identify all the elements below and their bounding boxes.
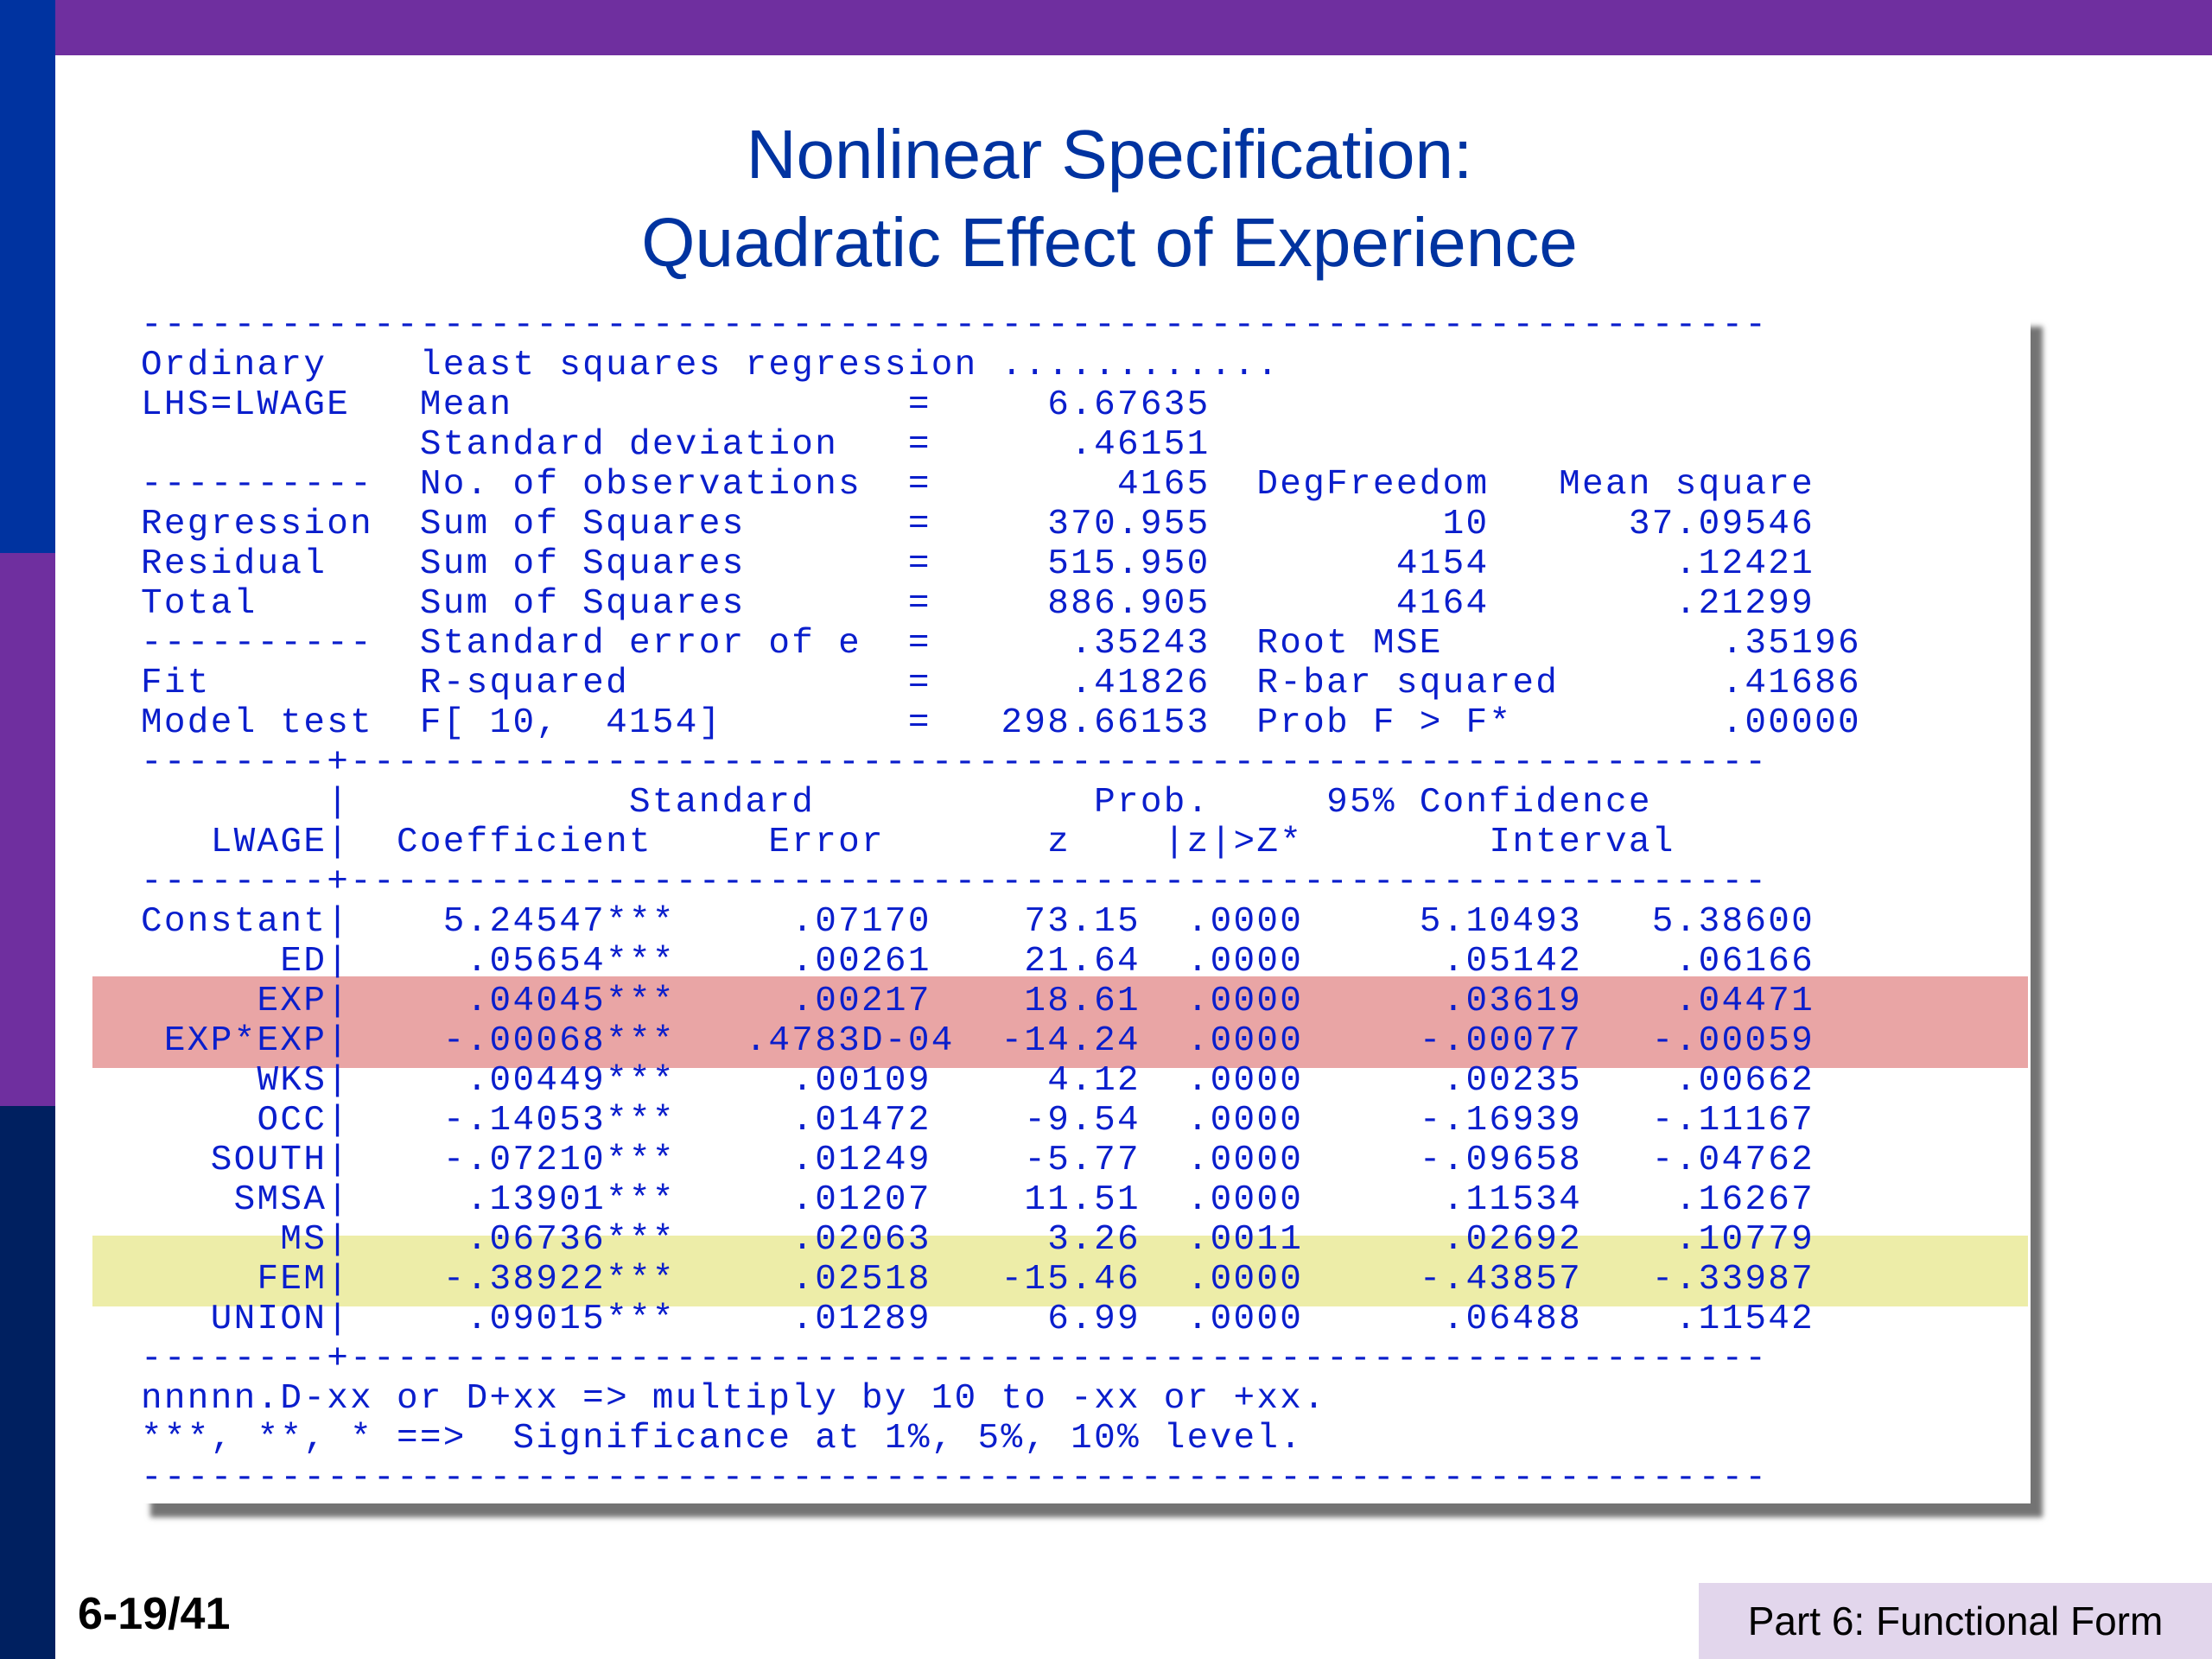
- output-line: Ordinary least squares regression ......…: [141, 346, 1281, 385]
- output-line: Fit R-squared = .41826 R-bar squared .41…: [141, 664, 1861, 703]
- output-line: Residual Sum of Squares = 515.950 4154 .…: [141, 544, 1815, 584]
- output-line: EXP*EXP| -.00068*** .4783D-04 -14.24 .00…: [141, 1021, 1815, 1061]
- output-line: | Standard Prob. 95% Confidence: [141, 783, 1652, 823]
- output-line: FEM| -.38922*** .02518 -15.46 .0000 -.43…: [141, 1260, 1815, 1300]
- output-line: MS| .06736*** .02063 3.26 .0011 .02692 .…: [141, 1220, 1815, 1260]
- output-line: ----------------------------------------…: [141, 1459, 1769, 1498]
- slide-title: Nonlinear Specification: Quadratic Effec…: [55, 111, 2164, 287]
- output-line: nnnnn.D-xx or D+xx => multiply by 10 to …: [141, 1379, 1327, 1419]
- output-line: ED| .05654*** .00261 21.64 .0000 .05142 …: [141, 942, 1815, 982]
- left-bar-blue-segment: [0, 0, 55, 553]
- output-line: SMSA| .13901*** .01207 11.51 .0000 .1153…: [141, 1180, 1815, 1220]
- output-line: Model test F[ 10, 4154] = 298.66153 Prob…: [141, 703, 1861, 743]
- output-line: --------+-------------------------------…: [141, 1339, 1769, 1379]
- output-line: EXP| .04045*** .00217 18.61 .0000 .03619…: [141, 982, 1815, 1021]
- regression-output-text: ----------------------------------------…: [141, 306, 1861, 1498]
- output-line: Regression Sum of Squares = 370.955 10 3…: [141, 505, 1815, 544]
- output-line: WKS| .00449*** .00109 4.12 .0000 .00235 …: [141, 1061, 1815, 1101]
- output-line: SOUTH| -.07210*** .01249 -5.77 .0000 -.0…: [141, 1141, 1815, 1180]
- output-line: --------+-------------------------------…: [141, 743, 1769, 783]
- slide-title-line-1: Nonlinear Specification:: [746, 116, 1473, 193]
- top-accent-bar: [0, 0, 2212, 55]
- output-line: ***, **, * ==> Significance at 1%, 5%, 1…: [141, 1419, 1304, 1459]
- ms-fem-rows-highlight: [92, 1236, 2028, 1306]
- output-line: Constant| 5.24547*** .07170 73.15 .0000 …: [141, 902, 1815, 942]
- output-line: --------+-------------------------------…: [141, 862, 1769, 902]
- output-line: ---------- Standard error of e = .35243 …: [141, 624, 1861, 664]
- output-line: Standard deviation = .46151: [141, 425, 1211, 465]
- output-line: LWAGE| Coefficient Error z |z|>Z* Interv…: [141, 823, 1675, 862]
- left-bar-navy-segment: [0, 1106, 55, 1659]
- output-line: Total Sum of Squares = 886.905 4164 .212…: [141, 584, 1815, 624]
- output-line: OCC| -.14053*** .01472 -9.54 .0000 -.169…: [141, 1101, 1815, 1141]
- output-line: LHS=LWAGE Mean = 6.67635: [141, 385, 1211, 425]
- footer-section-label: Part 6: Functional Form: [1699, 1583, 2212, 1659]
- output-line: ---------- No. of observations = 4165 De…: [141, 465, 1815, 505]
- page-number: 6-19/41: [78, 1589, 231, 1639]
- slide-title-line-2: Quadratic Effect of Experience: [641, 204, 1578, 281]
- output-line: UNION| .09015*** .01289 6.99 .0000 .0648…: [141, 1300, 1815, 1339]
- exp-rows-highlight: [92, 976, 2028, 1068]
- left-accent-bar: [0, 0, 55, 1659]
- left-bar-purple-segment: [0, 553, 55, 1106]
- output-line: ----------------------------------------…: [141, 306, 1769, 346]
